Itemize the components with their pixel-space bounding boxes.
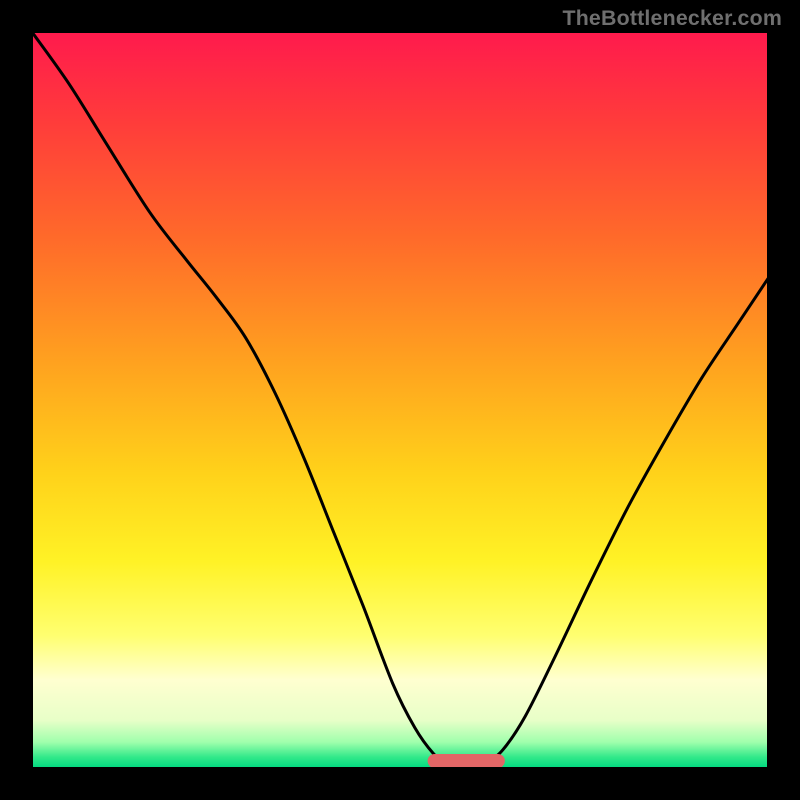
watermark-text: TheBottlenecker.com: [562, 6, 782, 31]
gradient-background: [32, 32, 768, 768]
chart-frame: TheBottlenecker.com: [0, 0, 800, 800]
bottleneck-chart: [0, 0, 800, 800]
plot-area: [32, 32, 768, 768]
optimal-range-marker: [428, 754, 505, 768]
